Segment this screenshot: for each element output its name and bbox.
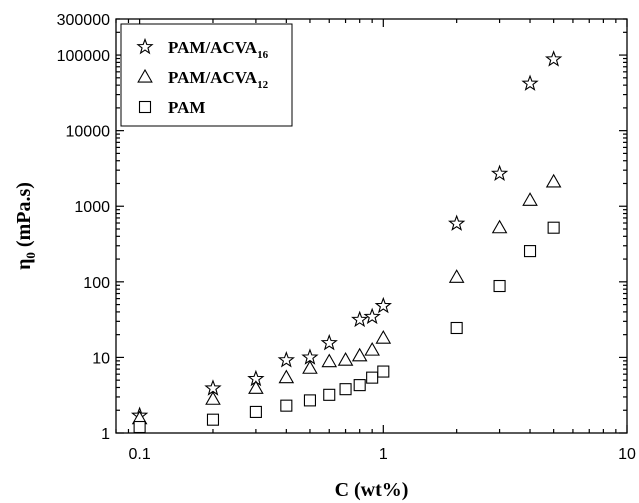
data-point xyxy=(364,341,380,356)
y-tick-label: 100000 xyxy=(57,48,110,65)
legend-label: PAM/ACVA12 xyxy=(168,68,269,91)
data-point xyxy=(491,219,508,234)
data-point xyxy=(133,420,146,434)
data-point xyxy=(522,192,538,206)
legend-label: PAM/ACVA16 xyxy=(168,38,269,61)
data-point xyxy=(493,279,506,293)
data-point xyxy=(277,351,295,368)
data-point xyxy=(337,352,354,366)
legend-item: PAM/ACVA16 xyxy=(136,37,269,61)
data-point xyxy=(303,394,316,407)
series-star xyxy=(130,50,563,423)
y-tick-label: 10000 xyxy=(66,124,111,141)
data-point xyxy=(363,307,381,325)
axis-ticks xyxy=(115,18,628,434)
data-points xyxy=(130,50,563,434)
data-point xyxy=(353,379,366,392)
data-point xyxy=(249,405,262,418)
series-square xyxy=(133,221,560,434)
data-point xyxy=(302,360,318,374)
legend-label: PAM xyxy=(168,98,205,117)
data-point xyxy=(206,413,220,426)
data-point xyxy=(450,321,463,335)
legend-item: PAM xyxy=(138,98,205,117)
legend: PAM/ACVA16 PAM/ACVA12 PAM xyxy=(120,23,293,127)
series-triangle xyxy=(131,173,562,425)
x-axis-label: C (wt%) xyxy=(335,479,409,501)
data-point xyxy=(280,399,293,412)
axes xyxy=(115,18,628,434)
legend-marker xyxy=(138,100,152,114)
data-point xyxy=(521,74,539,91)
data-point xyxy=(278,369,295,384)
y-tick-label: 10 xyxy=(92,350,110,367)
data-point xyxy=(366,371,379,384)
legend-marker xyxy=(136,37,154,55)
legend-item: PAM/ACVA12 xyxy=(137,68,269,91)
data-point xyxy=(351,347,368,362)
data-point xyxy=(351,310,369,328)
data-point xyxy=(248,380,264,394)
data-point xyxy=(339,383,352,396)
data-point xyxy=(547,221,560,234)
y-tick-label: 1 xyxy=(101,426,110,443)
legend-marker xyxy=(137,68,153,83)
y-tick-label: 300000 xyxy=(57,12,110,29)
data-point xyxy=(490,164,509,181)
y-axis-label: η0 (mPa.s) xyxy=(13,182,38,270)
data-point xyxy=(448,269,465,283)
axis-tick-labels: 0.1 1 10 1 10 100 1000 10000 100000 300000 xyxy=(57,12,636,463)
legend-box xyxy=(120,23,293,127)
data-point xyxy=(323,388,336,401)
x-tick-label: 1 xyxy=(379,446,388,463)
y-tick-label: 1000 xyxy=(74,199,110,216)
data-point xyxy=(374,296,392,314)
data-point xyxy=(321,353,338,368)
plot-frame xyxy=(115,18,628,434)
data-point xyxy=(523,245,537,258)
data-point xyxy=(544,50,563,67)
x-tick-label: 10 xyxy=(618,446,636,463)
data-point xyxy=(320,333,338,351)
data-point xyxy=(545,173,562,188)
x-tick-label: 0.1 xyxy=(128,446,150,463)
data-point xyxy=(377,365,390,378)
y-tick-label: 100 xyxy=(83,275,110,292)
data-point xyxy=(448,214,466,231)
data-point xyxy=(205,391,221,405)
data-point xyxy=(375,330,392,344)
